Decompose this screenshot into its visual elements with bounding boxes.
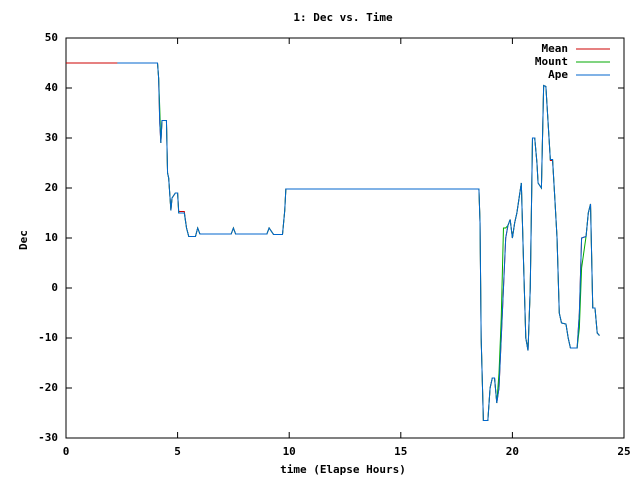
- y-tick-label: 30: [45, 131, 58, 144]
- y-tick-label: 20: [45, 181, 58, 194]
- x-tick-label: 15: [394, 445, 407, 458]
- y-tick-label: 10: [45, 231, 58, 244]
- y-tick-label: -10: [38, 331, 58, 344]
- series-line: [117, 62, 600, 421]
- y-tick-label: 50: [45, 31, 58, 44]
- series-line: [66, 62, 600, 421]
- y-tick-label: -30: [38, 431, 58, 444]
- plot-border: [65, 37, 625, 439]
- legend-label: Mount: [535, 55, 568, 68]
- x-tick-label: 10: [283, 445, 296, 458]
- x-axis-label: time (Elapse Hours): [280, 463, 406, 476]
- y-tick-label: -20: [38, 381, 58, 394]
- y-tick-label: 0: [51, 281, 58, 294]
- x-tick-label: 5: [174, 445, 181, 458]
- x-tick-label: 25: [617, 445, 630, 458]
- legend-label: Mean: [542, 42, 569, 55]
- series-line: [117, 62, 600, 421]
- y-axis-label: Dec: [17, 230, 30, 250]
- chart-title: 1: Dec vs. Time: [293, 11, 393, 24]
- y-tick-label: 40: [45, 81, 58, 94]
- x-tick-label: 20: [506, 445, 519, 458]
- legend-label: Ape: [548, 68, 568, 81]
- x-tick-label: 0: [63, 445, 70, 458]
